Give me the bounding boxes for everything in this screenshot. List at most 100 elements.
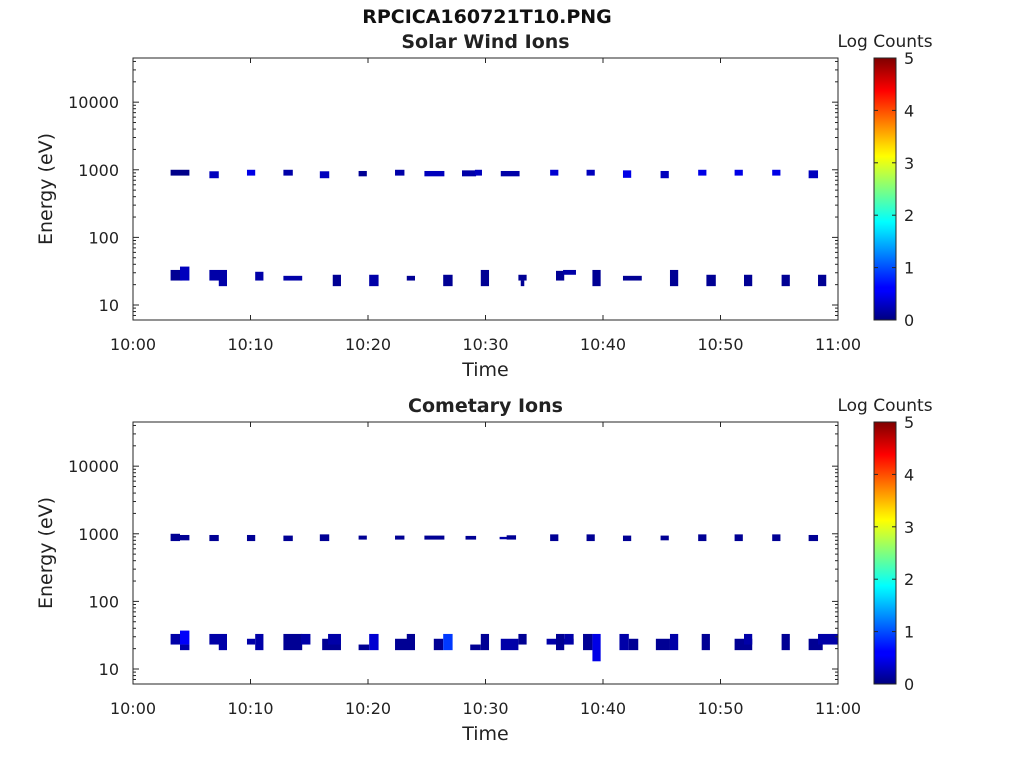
spectrogram-cell bbox=[180, 630, 190, 645]
y-tick-label: 10 bbox=[99, 660, 119, 679]
spectrogram-cell bbox=[170, 269, 183, 281]
spectrogram-cell bbox=[556, 270, 565, 281]
spectrogram-cell bbox=[283, 633, 303, 651]
spectrogram-cell bbox=[564, 633, 574, 645]
spectrogram-cell bbox=[563, 269, 576, 275]
colorbar-tick-label: 3 bbox=[904, 518, 914, 537]
spectrogram-cell bbox=[619, 633, 629, 651]
spectrogram-cell bbox=[622, 275, 642, 281]
x-tick-label: 11:00 bbox=[815, 335, 861, 354]
x-tick-label: 10:20 bbox=[345, 335, 391, 354]
spectrogram-cell bbox=[170, 169, 190, 176]
colorbar-tick-label: 3 bbox=[904, 154, 914, 173]
spectrogram-cell bbox=[319, 171, 330, 179]
spectrogram-cell bbox=[592, 633, 601, 662]
spectrogram-cell bbox=[283, 535, 293, 542]
y-tick-label: 10 bbox=[99, 296, 119, 315]
spectrogram-cell bbox=[328, 633, 341, 645]
x-tick-label: 10:20 bbox=[345, 699, 391, 718]
spectrogram-cell bbox=[500, 170, 520, 177]
spectrogram-cell bbox=[462, 170, 477, 177]
spectrogram-cell bbox=[550, 169, 559, 176]
x-tick-label: 11:00 bbox=[815, 699, 861, 718]
colorbar-tick-label: 2 bbox=[904, 206, 914, 225]
x-tick-label: 10:10 bbox=[227, 335, 273, 354]
spectrogram-cell bbox=[218, 276, 227, 287]
spectrogram-cell bbox=[818, 274, 827, 287]
x-tick-label: 10:30 bbox=[462, 699, 508, 718]
spectrogram-cell bbox=[660, 170, 669, 179]
spectrogram-cell bbox=[808, 534, 819, 542]
spectrogram-cell bbox=[592, 269, 601, 287]
x-tick-label: 10:30 bbox=[462, 335, 508, 354]
spectrogram-cell bbox=[180, 266, 190, 281]
colorbar-tick-label: 5 bbox=[904, 413, 914, 432]
spectrogram-cell bbox=[443, 633, 453, 651]
spectrogram-cell bbox=[808, 170, 819, 179]
colorbar-tick-label: 4 bbox=[904, 465, 914, 484]
x-tick-label: 10:50 bbox=[697, 699, 743, 718]
x-axis-label: Time bbox=[461, 723, 509, 745]
spectrogram-cell bbox=[500, 638, 519, 651]
spectrogram-cell bbox=[369, 633, 379, 651]
spectrogram-cell bbox=[550, 534, 559, 542]
colorbar bbox=[873, 57, 897, 321]
spectrogram-cell bbox=[209, 171, 219, 179]
x-axis-label: Time bbox=[461, 359, 509, 381]
spectrogram-cell bbox=[470, 644, 481, 651]
spectrogram-cell bbox=[443, 274, 453, 287]
x-tick-label: 10:00 bbox=[110, 335, 156, 354]
spectrogram-cell bbox=[706, 274, 716, 287]
spectrogram-cell bbox=[622, 535, 632, 542]
spectrogram-cell bbox=[283, 169, 293, 176]
spectrogram-cell bbox=[586, 169, 595, 176]
spectrogram-cell bbox=[480, 633, 490, 651]
spectrogram-cell bbox=[246, 534, 256, 542]
spectrogram-cell bbox=[180, 534, 190, 541]
spectrogram-cell bbox=[583, 633, 593, 651]
x-tick-label: 10:40 bbox=[580, 699, 626, 718]
spectrogram-cell bbox=[701, 633, 710, 651]
spectrogram-cell bbox=[772, 169, 781, 176]
x-tick-label: 10:10 bbox=[227, 699, 273, 718]
spectrogram-cell bbox=[180, 644, 190, 651]
spectrogram-cell bbox=[395, 535, 405, 540]
spectrogram-cell bbox=[669, 633, 679, 651]
spectrogram-cell bbox=[369, 274, 379, 287]
spectrogram-cell bbox=[465, 535, 477, 540]
spectrogram-cell bbox=[358, 644, 370, 651]
spectrogram-cell bbox=[246, 638, 256, 645]
colorbar-tick-label: 0 bbox=[904, 311, 914, 330]
spectrogram-cell bbox=[358, 535, 367, 540]
panel-title: Cometary Ions bbox=[408, 395, 563, 417]
spectrogram-cell bbox=[255, 633, 264, 651]
spectrogram-cell bbox=[808, 638, 823, 651]
y-tick-label: 100 bbox=[88, 592, 119, 611]
spectrogram-cell bbox=[406, 633, 415, 645]
colorbar bbox=[873, 421, 897, 685]
spectrogram-cell bbox=[655, 638, 670, 651]
colorbar-label: Log Counts bbox=[837, 32, 932, 52]
colorbar-label: Log Counts bbox=[837, 396, 932, 416]
colorbar-tick-label: 5 bbox=[904, 49, 914, 68]
spectrogram-panel: Solar Wind Ions 10:00 10:10 10:20 10:30 10:40… bbox=[35, 31, 933, 381]
spectrogram-cell bbox=[734, 534, 743, 542]
spectrogram-cell bbox=[209, 534, 219, 542]
spectrogram-cell bbox=[209, 269, 227, 281]
spectrogram-cell bbox=[660, 535, 669, 541]
spectrogram-cell bbox=[520, 280, 525, 287]
spectrogram-cell bbox=[744, 274, 753, 287]
spectrogram-cell bbox=[518, 633, 527, 645]
colorbar-tick-label: 1 bbox=[904, 623, 914, 642]
y-axis-label: Energy (eV) bbox=[35, 497, 57, 609]
spectrogram-cell bbox=[734, 638, 753, 651]
spectrogram-cell bbox=[474, 169, 482, 176]
y-axis-label: Energy (eV) bbox=[35, 133, 57, 245]
spectrogram-cell bbox=[734, 169, 743, 176]
colorbar-tick-label: 0 bbox=[904, 675, 914, 694]
spectrogram-cell bbox=[499, 536, 509, 540]
spectrogram-cell bbox=[218, 640, 227, 651]
x-tick-label: 10:50 bbox=[697, 335, 743, 354]
spectrogram-cell bbox=[255, 271, 264, 281]
